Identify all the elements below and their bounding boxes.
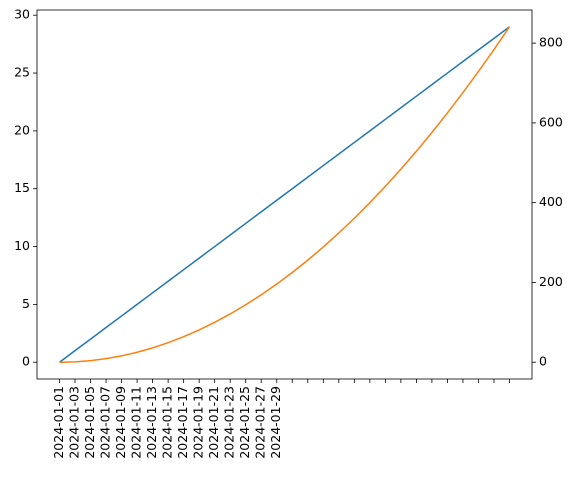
line-series <box>59 26 510 363</box>
y2-tick-label: 0 <box>539 354 547 369</box>
y-tick-label: 0 <box>22 354 30 369</box>
y2-tick-label: 800 <box>539 35 563 50</box>
y-tick-label: 25 <box>14 65 30 80</box>
line-series <box>59 26 511 363</box>
x-tick-label: 2024-01-13 <box>144 386 159 459</box>
y-tick-label: 15 <box>14 180 30 195</box>
x-tick-label: 2024-01-19 <box>191 386 206 459</box>
y2-tick-label: 200 <box>539 274 563 289</box>
plot-frame <box>36 9 533 380</box>
x-tick-label: 2024-01-23 <box>222 386 237 459</box>
y2-tick-label: 400 <box>539 194 563 209</box>
x-tick-label: 2024-01-01 <box>51 386 66 459</box>
x-tick-label: 2024-01-15 <box>160 386 175 459</box>
x-tick-label: 2024-01-07 <box>98 386 113 459</box>
y2-tick-label: 600 <box>539 114 563 129</box>
x-tick-label: 2024-01-09 <box>113 386 128 459</box>
x-tick-label: 2024-01-25 <box>237 386 252 459</box>
x-tick-label: 2024-01-29 <box>268 386 283 459</box>
x-tick-label: 2024-01-03 <box>67 386 82 459</box>
x-tick-label: 2024-01-27 <box>253 386 268 459</box>
x-tick-label: 2024-01-21 <box>206 386 221 459</box>
x-tick-label: 2024-01-05 <box>82 386 97 459</box>
y-tick-label: 20 <box>14 122 30 137</box>
y-tick-label: 30 <box>14 7 30 22</box>
x-tick-label: 2024-01-11 <box>129 386 144 459</box>
y-tick-label: 10 <box>14 238 30 253</box>
y-tick-label: 5 <box>22 296 30 311</box>
x-tick-label: 2024-01-17 <box>175 386 190 459</box>
